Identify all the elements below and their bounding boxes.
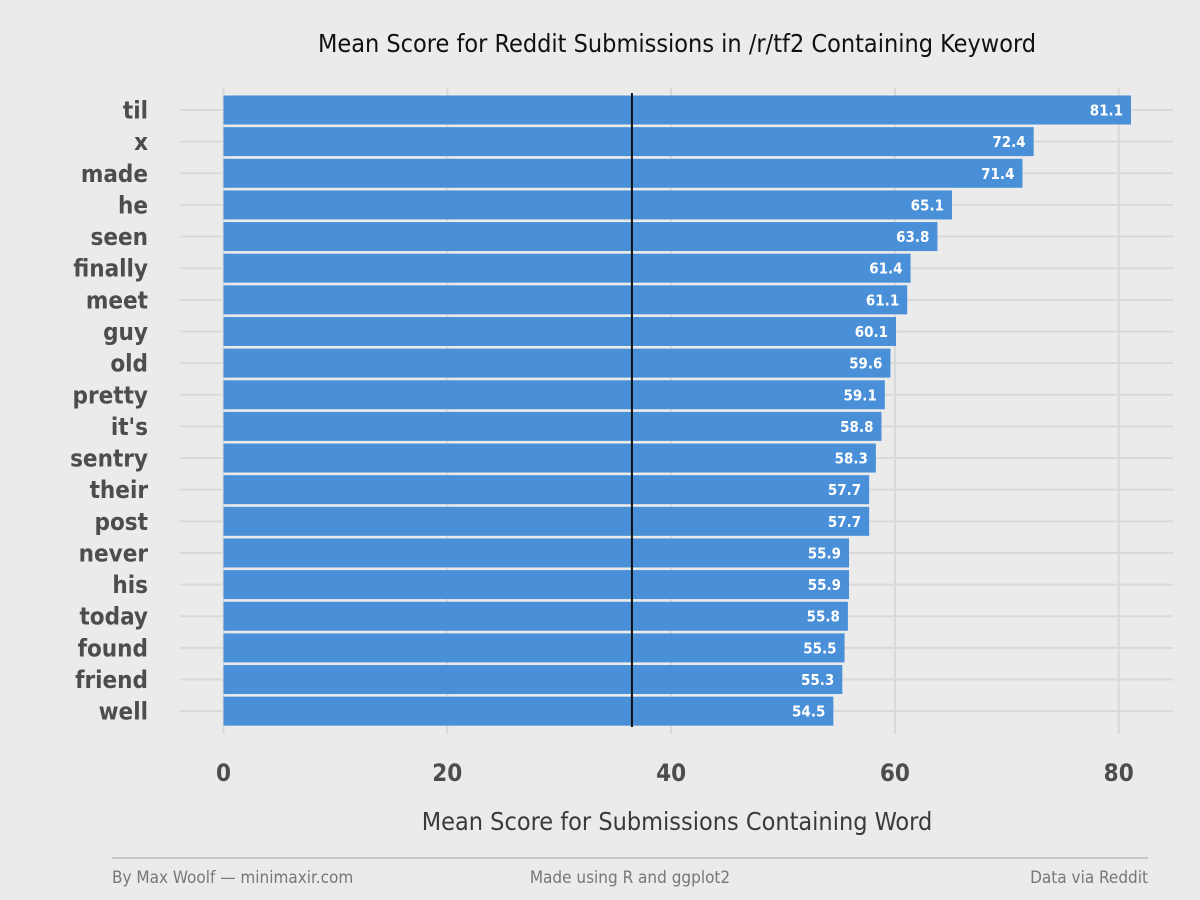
bar-value-label: 60.1 — [855, 323, 888, 341]
bar-til — [223, 95, 1132, 125]
bar-value-label: 55.5 — [803, 639, 836, 657]
category-label: x — [134, 128, 148, 156]
bar-well — [223, 696, 834, 726]
bar-never — [223, 538, 850, 568]
x-axis-title: Mean Score for Submissions Containing Wo… — [422, 807, 933, 836]
bar-x — [223, 127, 1034, 157]
bar-sentry — [223, 443, 876, 473]
x-tick-label: 80 — [1104, 759, 1134, 787]
category-label: his — [112, 571, 148, 599]
x-tick-label: 0 — [216, 759, 231, 787]
category-label: today — [79, 603, 148, 631]
bar-value-label: 81.1 — [1090, 102, 1123, 120]
category-label: he — [118, 191, 148, 219]
bar-value-label: 59.1 — [844, 386, 877, 404]
bar-value-label: 61.4 — [869, 260, 902, 278]
bar-value-label: 71.4 — [981, 165, 1014, 183]
footer-right: Data via Reddit — [1030, 868, 1148, 888]
bar-today — [223, 601, 848, 631]
bar-made — [223, 158, 1023, 188]
category-label: post — [95, 508, 148, 536]
bar-old — [223, 348, 891, 378]
bar-value-label: 58.3 — [835, 450, 868, 468]
bar-found — [223, 633, 845, 663]
category-labels-layer: til x made he seen finally meet guy old pretty it'… — [70, 97, 148, 726]
bar-value-label: 63.8 — [896, 228, 929, 246]
category-label: seen — [90, 223, 148, 251]
bar-value-label: 54.5 — [792, 703, 825, 721]
category-label: old — [110, 350, 148, 378]
bar-post — [223, 506, 870, 536]
bar-seen — [223, 222, 938, 252]
category-label: made — [81, 160, 148, 188]
bar-value-label: 58.8 — [840, 418, 873, 436]
bar-value-label: 55.3 — [801, 671, 834, 689]
tick-labels-layer: 0 20 40 60 80 — [216, 759, 1134, 787]
bar-his — [223, 570, 850, 600]
bars-layer — [223, 95, 1132, 726]
bar-value-label: 55.9 — [808, 544, 841, 562]
category-label: it's — [111, 413, 148, 441]
bar-value-label: 65.1 — [911, 196, 944, 214]
category-label: friend — [75, 666, 148, 694]
category-label: sentry — [70, 445, 148, 473]
bar-value-label: 55.8 — [807, 608, 840, 626]
x-tick-label: 20 — [432, 759, 462, 787]
bar-value-label: 72.4 — [992, 133, 1025, 151]
category-label: guy — [103, 318, 148, 346]
bar-labels-layer: 81.1 72.4 71.4 65.1 63.8 61.4 61.1 60.1 59.6 59.1… — [792, 102, 1123, 721]
category-label: their — [90, 476, 149, 504]
category-label: never — [79, 539, 149, 567]
bar-pretty — [223, 380, 885, 410]
chart-title: Mean Score for Reddit Submissions in /r/… — [318, 29, 1036, 58]
bar-value-label: 57.7 — [828, 513, 861, 531]
bar-value-label: 61.1 — [866, 291, 899, 309]
x-tick-label: 60 — [880, 759, 910, 787]
bar-value-label: 55.9 — [808, 576, 841, 594]
bar-guy — [223, 316, 897, 346]
footer-center: Made using R and ggplot2 — [530, 868, 730, 888]
category-label: well — [99, 698, 148, 726]
bar-meet — [223, 285, 908, 315]
bar-their — [223, 475, 870, 505]
bar-it's — [223, 411, 882, 441]
footer-left: By Max Woolf — minimaxir.com — [112, 868, 353, 888]
category-label: til — [123, 97, 148, 125]
bar-friend — [223, 665, 843, 695]
x-tick-label: 40 — [656, 759, 686, 787]
category-label: found — [78, 634, 148, 662]
category-label: finally — [73, 255, 148, 283]
category-label: pretty — [73, 381, 148, 409]
bar-finally — [223, 253, 911, 283]
bar-he — [223, 190, 952, 220]
bar-value-label: 59.6 — [849, 355, 882, 373]
bar-value-label: 57.7 — [828, 481, 861, 499]
category-label: meet — [86, 286, 148, 314]
